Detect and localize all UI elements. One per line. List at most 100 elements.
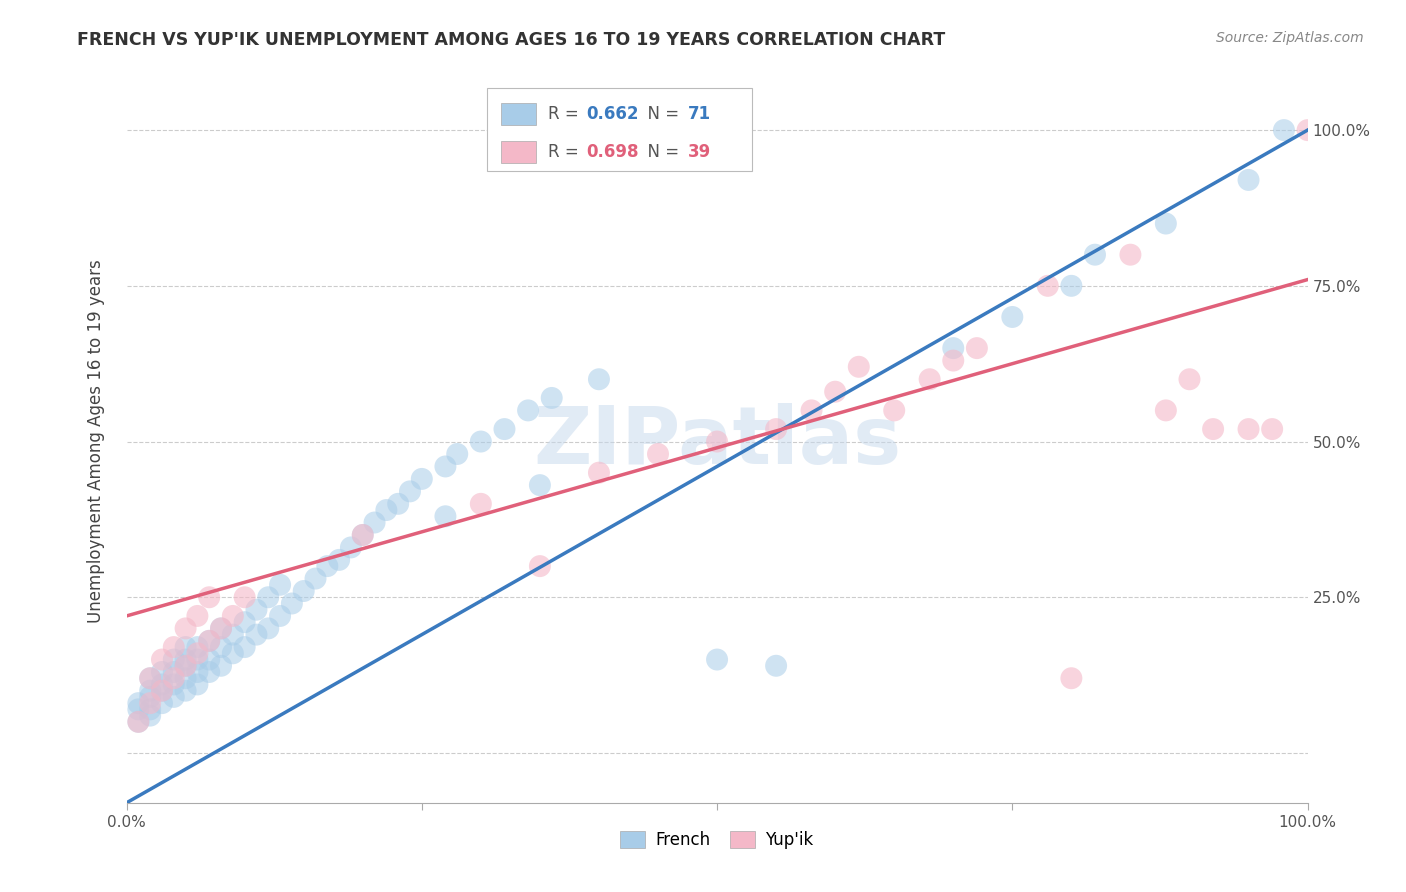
Point [352,528,374,542]
FancyBboxPatch shape [501,142,536,163]
Point [139,702,162,716]
Point [209,640,232,654]
Point [150,696,173,710]
Point [174,671,197,685]
Point [529,478,551,492]
Point [139,671,162,685]
Text: N =: N = [637,105,685,123]
Point [269,609,291,624]
FancyBboxPatch shape [486,87,752,170]
Text: 39: 39 [688,144,711,161]
Point [352,528,374,542]
Point [1001,310,1024,324]
Point [269,578,291,592]
Point [800,403,823,417]
Point [1036,278,1059,293]
Point [399,484,422,499]
Point [174,658,197,673]
Point [139,671,162,685]
Point [163,665,186,679]
Point [139,690,162,704]
Point [163,671,186,685]
Point [446,447,468,461]
Point [1261,422,1284,436]
Point [186,665,208,679]
Point [233,591,256,605]
Point [139,708,162,723]
Point [647,447,669,461]
Point [222,646,245,660]
Point [1296,123,1319,137]
Point [209,621,232,635]
Point [292,584,315,599]
Point [942,353,965,368]
Point [1154,217,1177,231]
Point [198,591,221,605]
Legend: French, Yup'ik: French, Yup'ik [613,824,821,856]
Point [328,553,350,567]
Point [198,633,221,648]
Point [209,658,232,673]
Point [150,677,173,691]
Point [494,422,516,436]
Point [163,652,186,666]
Point [127,714,149,729]
Point [127,696,149,710]
Point [257,621,280,635]
Point [765,658,787,673]
Point [186,652,208,666]
Text: 71: 71 [688,105,710,123]
Point [848,359,870,374]
Point [186,640,208,654]
Point [163,677,186,691]
Point [765,422,787,436]
Point [363,516,385,530]
Point [139,696,162,710]
Text: ZIPatlas: ZIPatlas [533,402,901,481]
Text: R =: R = [548,105,583,123]
Point [186,609,208,624]
Point [588,466,610,480]
Point [470,434,492,449]
Point [233,615,256,630]
Point [375,503,398,517]
Point [150,665,173,679]
Point [198,665,221,679]
Point [1237,422,1260,436]
Point [824,384,846,399]
Text: FRENCH VS YUP'IK UNEMPLOYMENT AMONG AGES 16 TO 19 YEARS CORRELATION CHART: FRENCH VS YUP'IK UNEMPLOYMENT AMONG AGES… [77,31,946,49]
Point [150,683,173,698]
Point [1237,173,1260,187]
Point [233,640,256,654]
Point [411,472,433,486]
Point [174,652,197,666]
Point [588,372,610,386]
Point [1178,372,1201,386]
Point [174,683,197,698]
Point [540,391,562,405]
Point [1084,248,1107,262]
Point [316,559,339,574]
Point [198,652,221,666]
Point [883,403,905,417]
Point [470,497,492,511]
Point [150,683,173,698]
Point [257,591,280,605]
Point [1202,422,1225,436]
Point [163,640,186,654]
Point [434,459,457,474]
Point [529,559,551,574]
Text: 0.698: 0.698 [586,144,638,161]
FancyBboxPatch shape [501,103,536,125]
Text: 0.662: 0.662 [586,105,638,123]
Point [340,541,363,555]
Point [281,597,304,611]
Point [966,341,988,355]
Point [706,434,728,449]
Point [222,627,245,641]
Y-axis label: Unemployment Among Ages 16 to 19 years: Unemployment Among Ages 16 to 19 years [87,260,105,624]
Point [139,683,162,698]
Point [1119,248,1142,262]
Point [434,509,457,524]
Point [174,621,197,635]
